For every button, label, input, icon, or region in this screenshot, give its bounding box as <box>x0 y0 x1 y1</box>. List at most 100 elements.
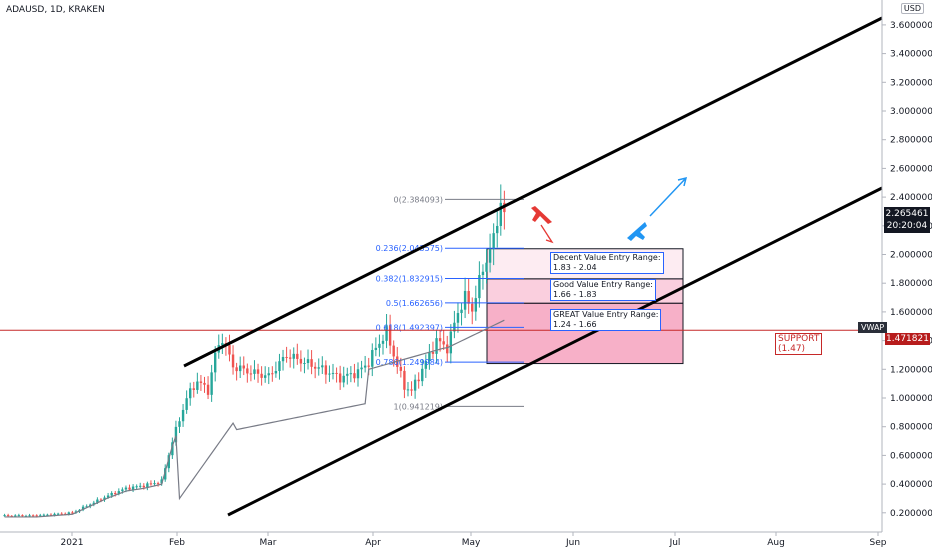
candle <box>353 363 356 383</box>
candle-body <box>146 483 149 488</box>
candle-body <box>42 514 46 516</box>
candle <box>210 364 213 402</box>
candle <box>310 350 313 375</box>
candle-body <box>467 290 470 304</box>
candle <box>317 358 320 376</box>
candle-body <box>31 515 35 517</box>
candle-body <box>71 512 74 514</box>
zone-label-great-range: 1.24 - 1.66 <box>553 320 597 329</box>
candle-body <box>435 338 438 354</box>
candle-body <box>60 513 63 515</box>
candle-body <box>271 373 274 375</box>
candle-body <box>338 373 342 383</box>
candle <box>92 500 96 507</box>
y-tick-label: 2.600000 <box>890 164 932 174</box>
x-tick-label: Jul <box>669 538 681 548</box>
candle-body <box>256 369 260 374</box>
candle-body <box>228 345 231 355</box>
candle <box>246 363 249 383</box>
x-tick-label: Mar <box>260 538 277 548</box>
candle-body <box>485 262 488 272</box>
y-axis: 3.600000 3.400000 3.200000 3.000000 2.800000… <box>881 0 932 532</box>
candle <box>496 211 499 248</box>
y-tick-label: 0.400000 <box>890 480 932 490</box>
candle <box>228 334 231 362</box>
overlays <box>0 16 883 518</box>
candle-body <box>10 515 13 517</box>
candle-body <box>281 356 285 362</box>
candle-body <box>174 426 178 443</box>
candle <box>242 356 245 376</box>
candle-body <box>363 365 367 368</box>
x-tick-label: Feb <box>169 538 185 548</box>
candle <box>267 367 270 385</box>
support-price-tag: 1.471821 <box>885 333 930 345</box>
candle-body <box>171 442 174 456</box>
candle <box>256 363 260 383</box>
candle-body <box>192 388 195 390</box>
candle <box>321 356 324 374</box>
candle <box>281 349 285 371</box>
candle-body <box>203 382 206 385</box>
candle-body <box>35 515 38 517</box>
candle-body <box>278 361 281 371</box>
candle-body <box>313 366 317 369</box>
y-tick-label: 0.600000 <box>890 451 932 461</box>
zone-label-great-title: GREAT Value Entry Range: <box>553 310 659 319</box>
currency-button[interactable]: USD <box>900 3 924 14</box>
candle-body <box>121 489 124 492</box>
candle <box>192 381 195 398</box>
candle-body <box>181 409 185 422</box>
candle-body <box>496 225 499 234</box>
x-tick-label: Aug <box>767 538 785 548</box>
candle-body <box>6 515 10 517</box>
candle <box>296 343 299 365</box>
candle <box>299 350 303 372</box>
candle-body <box>417 379 420 382</box>
candle <box>206 376 210 400</box>
candle-body <box>406 389 410 391</box>
candle-body <box>178 421 181 427</box>
candle <box>3 513 6 517</box>
candle-body <box>346 373 349 376</box>
candle-body <box>471 303 474 312</box>
candle-body <box>199 381 203 383</box>
candle-body <box>131 486 135 490</box>
candle <box>131 484 135 493</box>
y-tick-label: 2.000000 <box>890 251 932 261</box>
candle-body <box>235 367 238 372</box>
candle <box>342 366 345 388</box>
candle-body <box>321 365 324 368</box>
up-arrow <box>649 176 688 217</box>
candle <box>146 481 149 491</box>
candle <box>28 513 31 517</box>
candle <box>388 314 392 354</box>
candle-body <box>39 515 42 517</box>
bar-countdown: 20:20:04 <box>886 221 928 231</box>
candle <box>328 365 331 382</box>
candle-body <box>3 515 6 517</box>
y-tick-label: 1.200000 <box>890 365 932 375</box>
candle-body <box>242 365 245 369</box>
candle <box>139 482 142 489</box>
candle-body <box>92 502 96 505</box>
channel-lower <box>227 186 883 517</box>
candle-body <box>288 357 292 359</box>
candle-body <box>185 398 188 410</box>
zone-label-good-title: Good Value Entry Range: <box>553 280 653 289</box>
candle-body <box>449 331 453 354</box>
candle <box>399 357 403 378</box>
candle-body <box>117 491 121 495</box>
candle-body <box>189 388 192 399</box>
candle <box>428 344 431 370</box>
candle <box>263 366 267 383</box>
fib-label: 0(2.384093) <box>393 195 443 204</box>
candle <box>253 360 256 380</box>
fib-retracement: 0(2.384093) 0.236(2.043575) 0.382(1.832915… <box>376 195 524 411</box>
candle <box>149 480 153 486</box>
candle <box>360 360 363 379</box>
candle-body <box>463 290 467 310</box>
x-axis: 2021 Feb Mar Apr May Jun Jul Aug Sep <box>0 531 887 548</box>
candle-body <box>306 359 310 363</box>
